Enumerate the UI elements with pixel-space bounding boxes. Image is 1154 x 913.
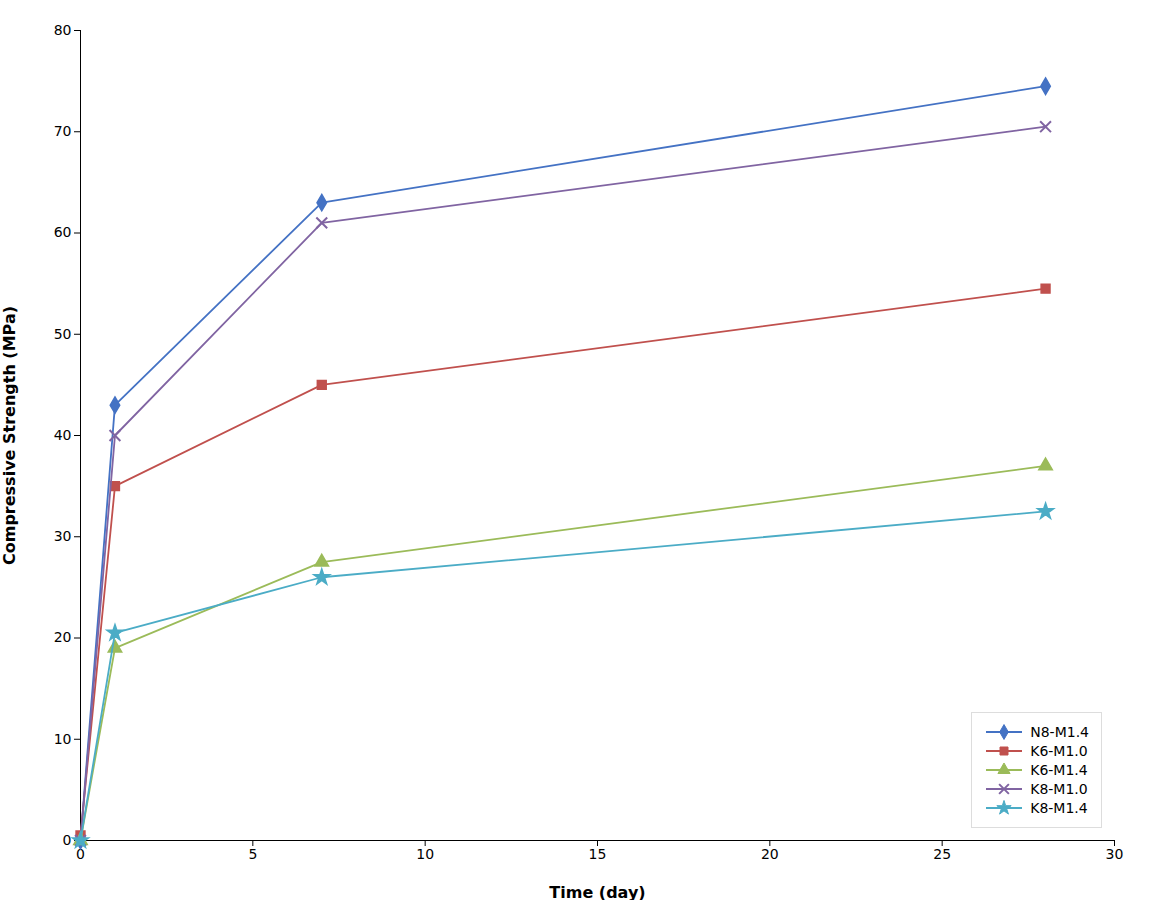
svg-text:20: 20 xyxy=(54,629,72,645)
svg-text:40: 40 xyxy=(54,427,72,443)
svg-text:10: 10 xyxy=(54,731,72,747)
html-text:K8-M1.4: K8-M1.4 xyxy=(1030,800,1088,816)
svg-text:Compressive Strength (MPa): Compressive Strength (MPa) xyxy=(0,306,19,565)
svg-text:80: 80 xyxy=(54,22,72,38)
html-text:K6-M1.4: K6-M1.4 xyxy=(1030,762,1088,778)
html-text:K8-M1.0: K8-M1.0 xyxy=(1030,781,1088,797)
svg-text:25: 25 xyxy=(933,846,951,862)
svg-text:10: 10 xyxy=(416,846,434,862)
svg-text:20: 20 xyxy=(761,846,779,862)
svg-text:5: 5 xyxy=(248,846,257,862)
svg-text:30: 30 xyxy=(1106,846,1124,862)
svg-text:60: 60 xyxy=(54,224,72,240)
svg-text:0: 0 xyxy=(63,832,72,848)
svg-text:Time (day): Time (day) xyxy=(549,883,645,901)
svg-text:50: 50 xyxy=(54,326,72,342)
svg-text:70: 70 xyxy=(54,123,72,139)
svg-text:30: 30 xyxy=(54,528,72,544)
svg-text:0: 0 xyxy=(76,846,85,863)
html-text:N8-M1.4: N8-M1.4 xyxy=(1030,724,1089,740)
svg-text:15: 15 xyxy=(589,846,607,862)
html-text:K6-M1.0: K6-M1.0 xyxy=(1030,743,1088,759)
